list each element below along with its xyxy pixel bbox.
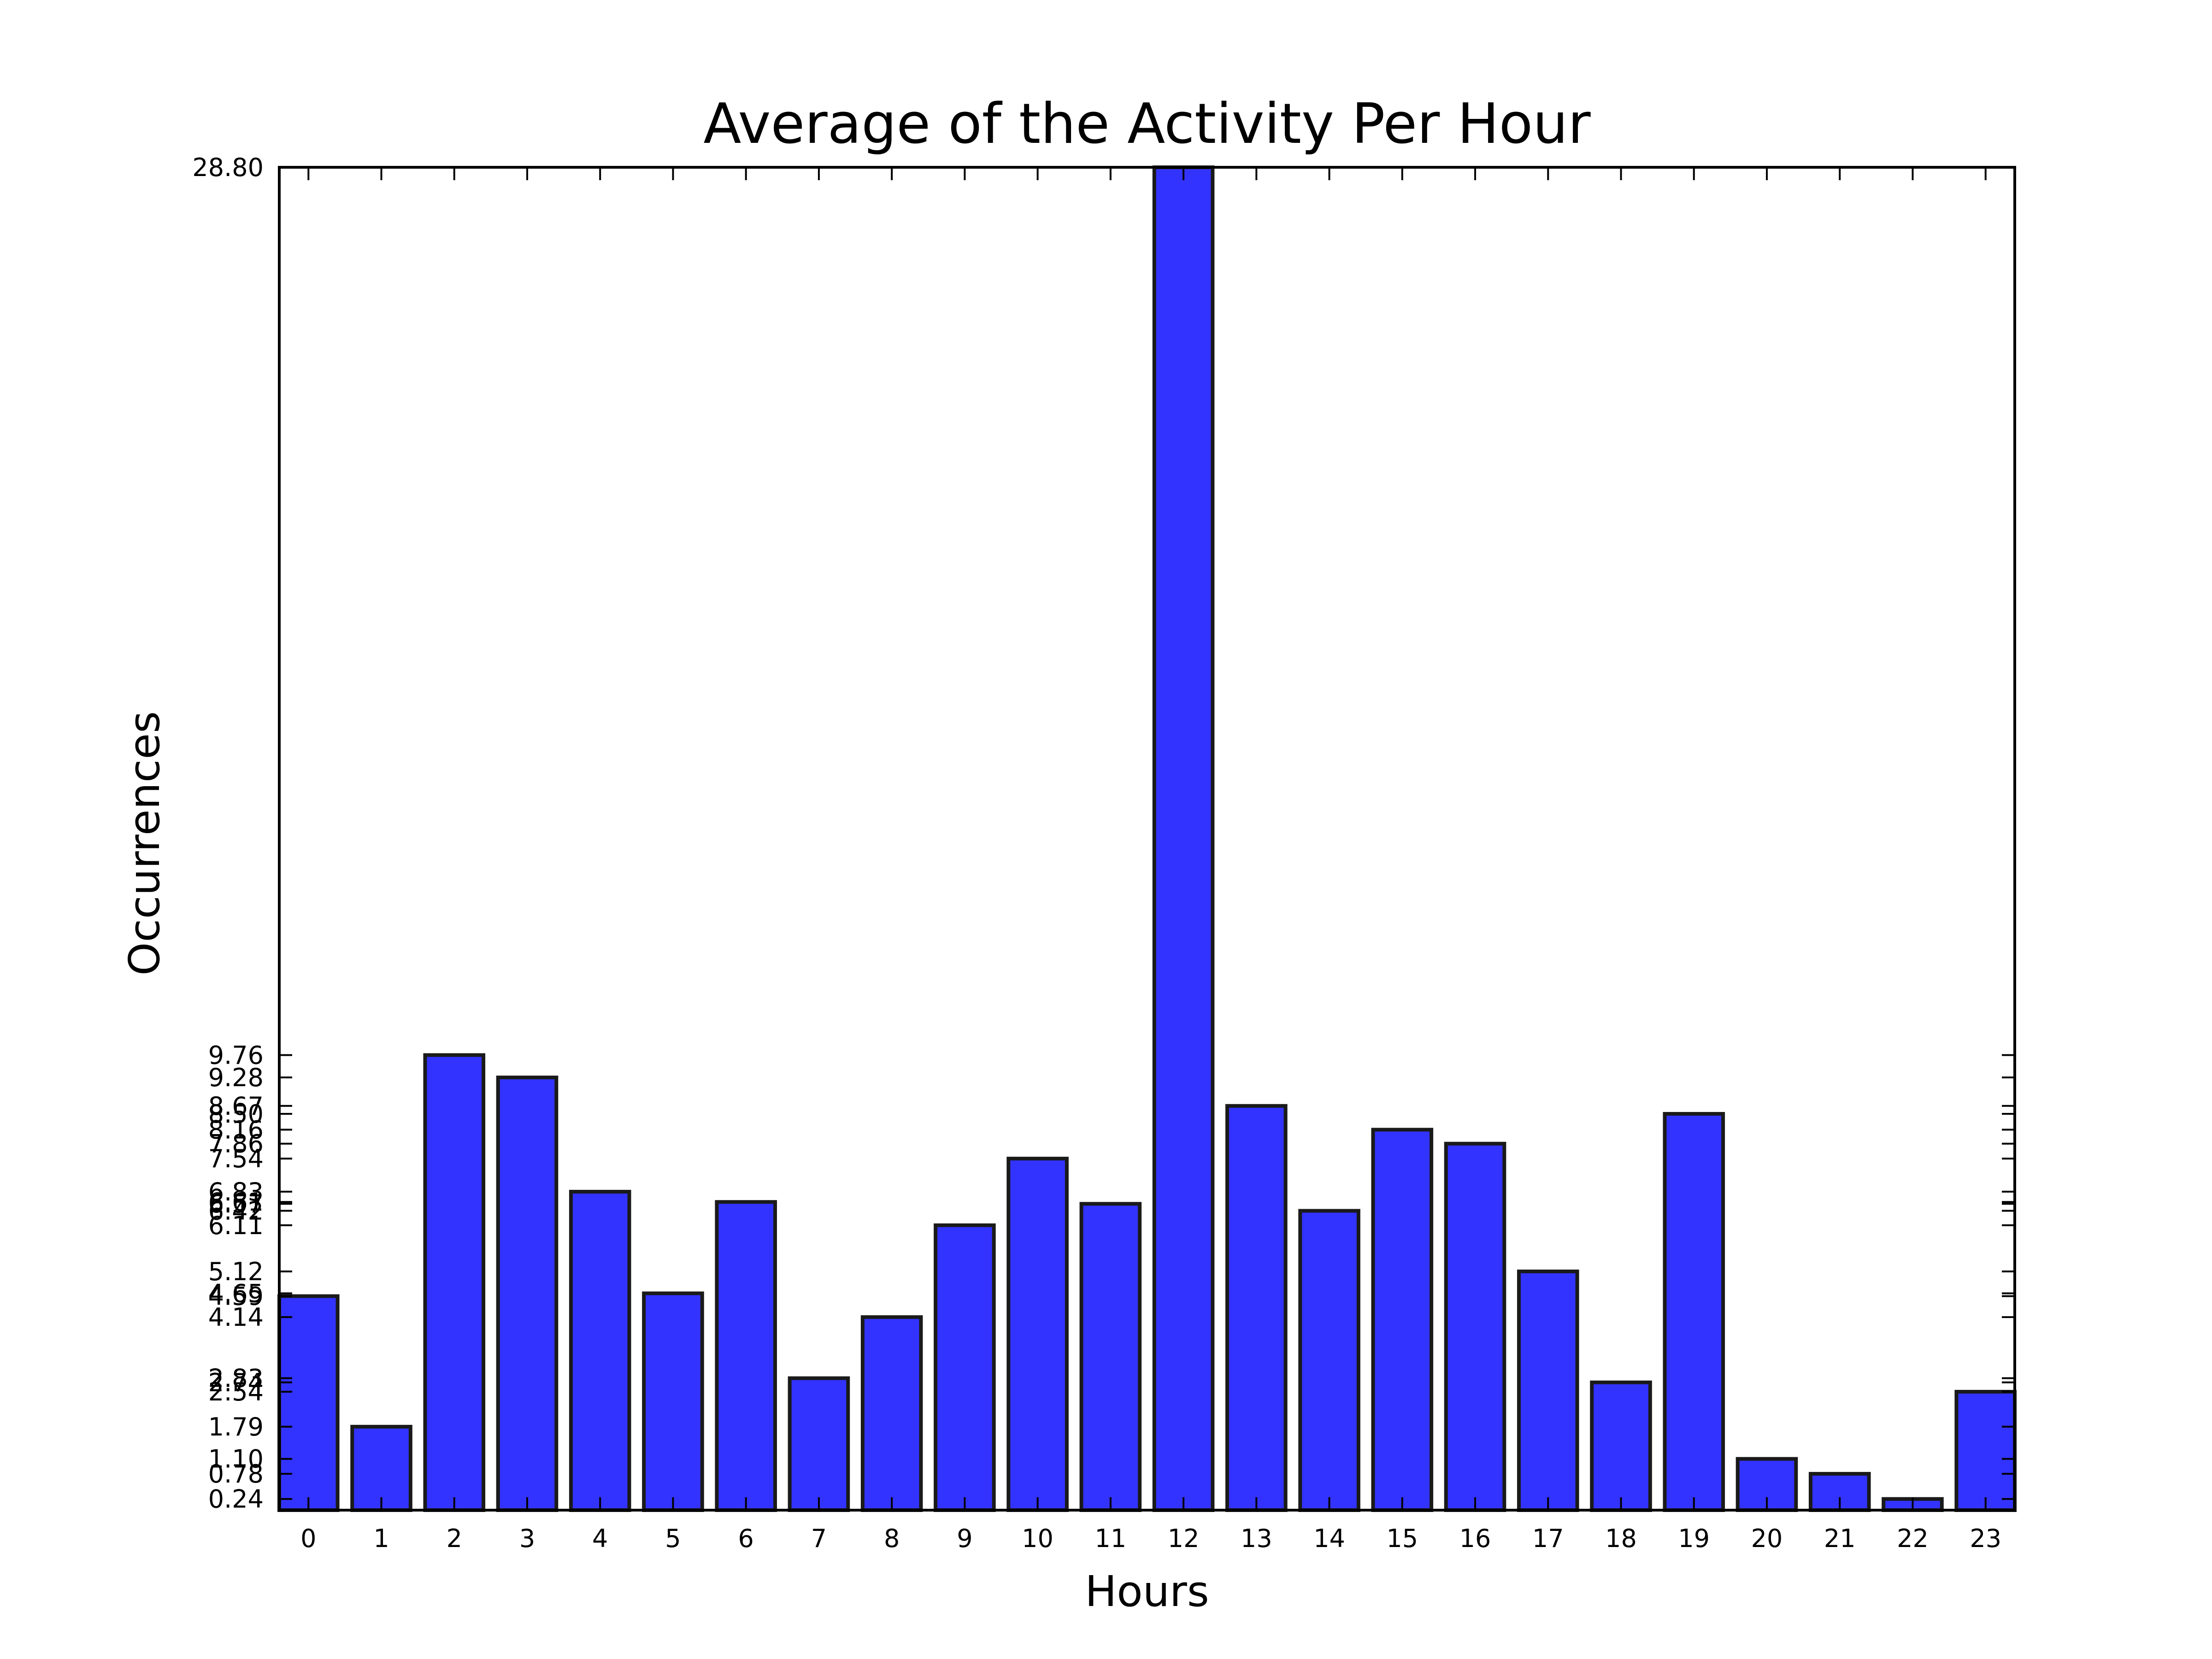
x-tick-label: 5 [665,1524,681,1553]
x-tick-label: 12 [1168,1524,1200,1553]
bar-hour-18 [1590,1380,1652,1512]
y-tick-label: 1.10 [208,1445,264,1474]
y-tick-label: 9.76 [208,1041,264,1070]
y-tick-label: 6.61 [208,1188,264,1217]
bar-hour-14 [1298,1209,1360,1512]
x-tick-label: 9 [957,1524,972,1553]
y-tick-label: 8.67 [208,1092,264,1121]
x-tick-label: 20 [1751,1524,1783,1553]
x-tick-label: 8 [884,1524,900,1553]
x-tick-label: 7 [811,1524,827,1553]
bar-hour-3 [496,1076,559,1512]
y-tick-label: 2.74 [208,1368,264,1397]
bar-hour-5 [642,1291,704,1512]
bar-hour-15 [1371,1128,1434,1512]
y-tick-label: 9.28 [208,1063,264,1092]
x-tick-label: 4 [592,1524,608,1553]
x-tick-label: 23 [1970,1524,2001,1553]
x-tick-label: 13 [1241,1524,1272,1553]
y-tick-label: 7.86 [208,1130,264,1159]
x-tick-label: 21 [1824,1524,1856,1553]
bar-hour-8 [860,1315,923,1512]
y-tick-label: 2.83 [208,1364,264,1393]
x-tick-label: 6 [738,1524,754,1553]
x-tick-label: 19 [1678,1524,1710,1553]
x-tick-label: 18 [1605,1524,1637,1553]
plot-area-frame [278,166,2016,1512]
y-tick-label: 6.42 [208,1196,264,1225]
x-tick-label: 17 [1532,1524,1564,1553]
bar-hour-12 [1152,165,1215,1512]
bar-hour-23 [1954,1390,2017,1512]
y-tick-label: 28.80 [192,153,264,182]
y-tick-label: 8.16 [208,1115,264,1144]
y-tick-label: 4.59 [208,1282,264,1311]
x-tick-label: 2 [447,1524,462,1553]
x-tick-label: 11 [1095,1524,1127,1553]
bar-hour-19 [1663,1112,1725,1512]
y-tick-label: 0.78 [208,1459,264,1488]
bar-hour-4 [569,1189,631,1512]
bar-hour-10 [1006,1157,1069,1512]
x-tick-label: 0 [300,1524,316,1553]
y-tick-label: 2.54 [208,1377,264,1406]
x-axis-label: Hours [1085,1567,1209,1616]
y-tick-label: 0.24 [208,1485,264,1514]
x-tick-label: 10 [1022,1524,1053,1553]
bar-hour-17 [1517,1269,1579,1512]
bar-hour-11 [1079,1202,1142,1512]
chart-title: Average of the Activity Per Hour [703,92,1591,156]
bar-hour-0 [277,1294,340,1512]
bar-hour-7 [788,1376,850,1512]
x-tick-label: 15 [1386,1524,1418,1553]
bars-group [277,165,2017,1512]
x-tick-label: 14 [1313,1524,1345,1553]
y-tick-label: 5.12 [208,1257,264,1286]
x-tick-label: 22 [1897,1524,1929,1553]
x-tick-label: 3 [519,1524,535,1553]
y-tick-label: 4.65 [208,1279,264,1308]
y-tick-label: 4.14 [208,1303,264,1332]
y-tick-label: 8.50 [208,1100,264,1129]
y-tick-label: 1.79 [208,1412,264,1441]
bar-hour-13 [1225,1104,1288,1512]
y-axis-label: Occurrences [120,711,169,976]
bar-hour-2 [423,1053,486,1512]
y-tick-label: 6.57 [208,1189,264,1218]
y-tick-label: 6.11 [208,1211,264,1240]
x-tick-label: 1 [373,1524,389,1553]
y-tick-label: 7.54 [208,1144,264,1173]
x-tick-label: 16 [1459,1524,1491,1553]
bar-hour-6 [715,1200,777,1512]
ticks-group: 0 1 2 3 4 5 6 7 8 9 10 11 12 13 14 15 16 17 18 19 20 21 22 230.… [192,153,2015,1553]
bar-hour-16 [1444,1141,1506,1512]
y-tick-label: 6.83 [208,1177,264,1206]
bar-hour-9 [934,1223,996,1512]
